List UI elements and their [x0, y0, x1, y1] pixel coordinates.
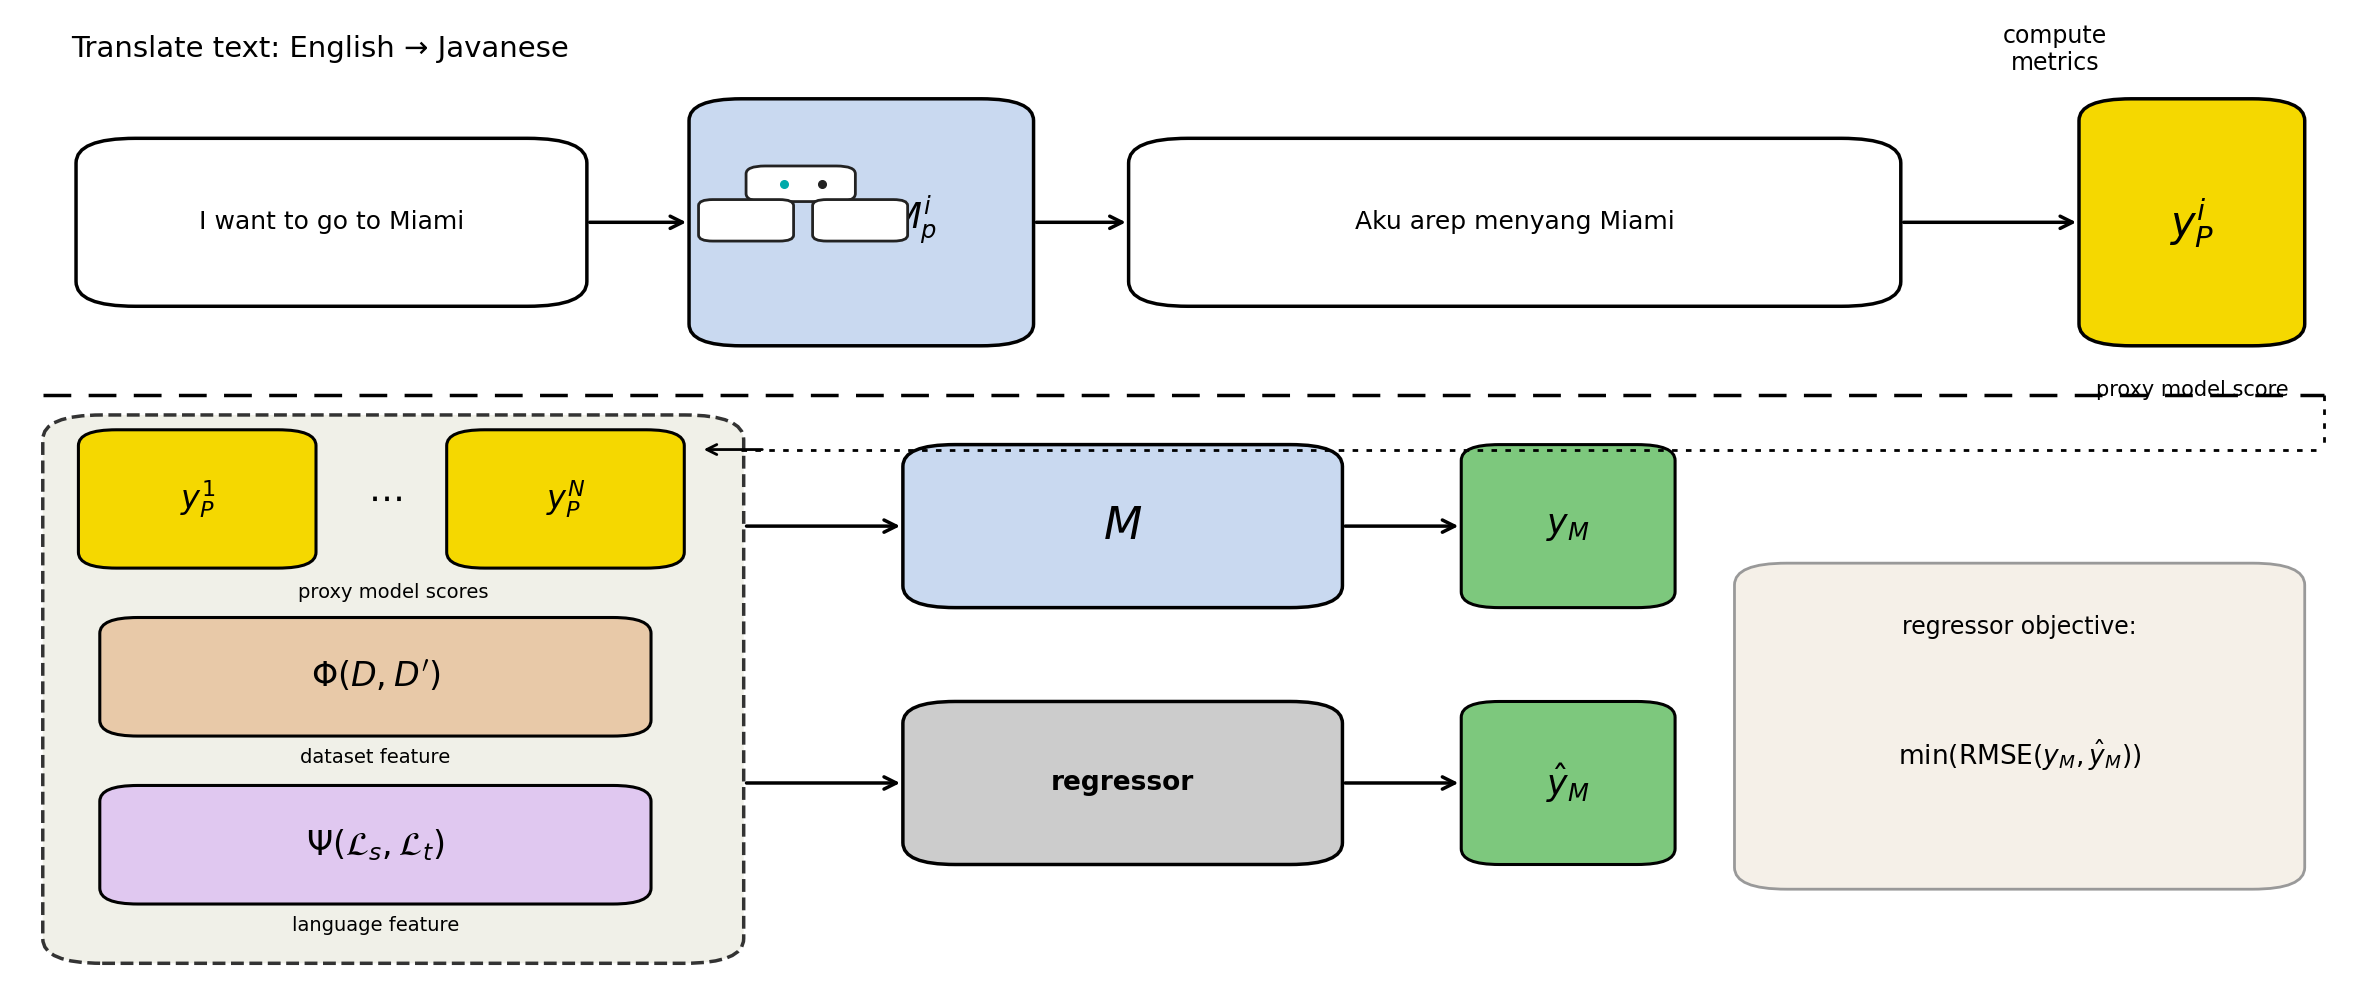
FancyBboxPatch shape: [43, 415, 744, 963]
FancyBboxPatch shape: [903, 701, 1342, 864]
FancyBboxPatch shape: [1461, 445, 1675, 608]
Text: $M_p^i$: $M_p^i$: [891, 195, 936, 246]
Text: Aku arep menyang Miami: Aku arep menyang Miami: [1354, 210, 1675, 234]
Text: $\hat{y}_M$: $\hat{y}_M$: [1547, 761, 1590, 805]
Text: $\Phi(D, D')$: $\Phi(D, D')$: [311, 659, 440, 695]
Text: proxy model score: proxy model score: [2096, 380, 2288, 400]
Text: $y_P^1$: $y_P^1$: [181, 478, 214, 520]
FancyBboxPatch shape: [2079, 99, 2305, 346]
Text: I want to go to Miami: I want to go to Miami: [200, 210, 463, 234]
Text: Translate text: English → Javanese: Translate text: English → Javanese: [71, 35, 568, 62]
Text: $\min(\mathrm{RMSE}(y_M, \hat{y}_M))$: $\min(\mathrm{RMSE}(y_M, \hat{y}_M))$: [1898, 738, 2141, 774]
Text: $M$: $M$: [1102, 505, 1143, 547]
FancyBboxPatch shape: [1461, 701, 1675, 864]
FancyBboxPatch shape: [699, 200, 794, 241]
FancyBboxPatch shape: [689, 99, 1034, 346]
FancyBboxPatch shape: [78, 430, 316, 568]
FancyBboxPatch shape: [1734, 563, 2305, 889]
Text: regressor: regressor: [1050, 770, 1195, 796]
FancyBboxPatch shape: [746, 166, 855, 202]
Text: proxy model scores: proxy model scores: [297, 583, 489, 602]
FancyBboxPatch shape: [1129, 138, 1901, 306]
Text: regressor objective:: regressor objective:: [1903, 616, 2136, 639]
Text: language feature: language feature: [292, 916, 459, 935]
Text: $y_M$: $y_M$: [1547, 509, 1590, 543]
Text: compute
metrics: compute metrics: [2003, 24, 2108, 75]
Text: $y_P^i$: $y_P^i$: [2169, 195, 2214, 250]
FancyBboxPatch shape: [100, 785, 651, 904]
Text: dataset feature: dataset feature: [299, 748, 451, 767]
Text: $\cdots$: $\cdots$: [368, 482, 402, 516]
FancyBboxPatch shape: [447, 430, 684, 568]
FancyBboxPatch shape: [100, 618, 651, 736]
Text: $\Psi(\mathcal{L}_s, \mathcal{L}_t)$: $\Psi(\mathcal{L}_s, \mathcal{L}_t)$: [307, 827, 444, 863]
FancyBboxPatch shape: [813, 200, 908, 241]
FancyBboxPatch shape: [903, 445, 1342, 608]
FancyBboxPatch shape: [76, 138, 587, 306]
Text: $y_P^N$: $y_P^N$: [546, 478, 584, 520]
